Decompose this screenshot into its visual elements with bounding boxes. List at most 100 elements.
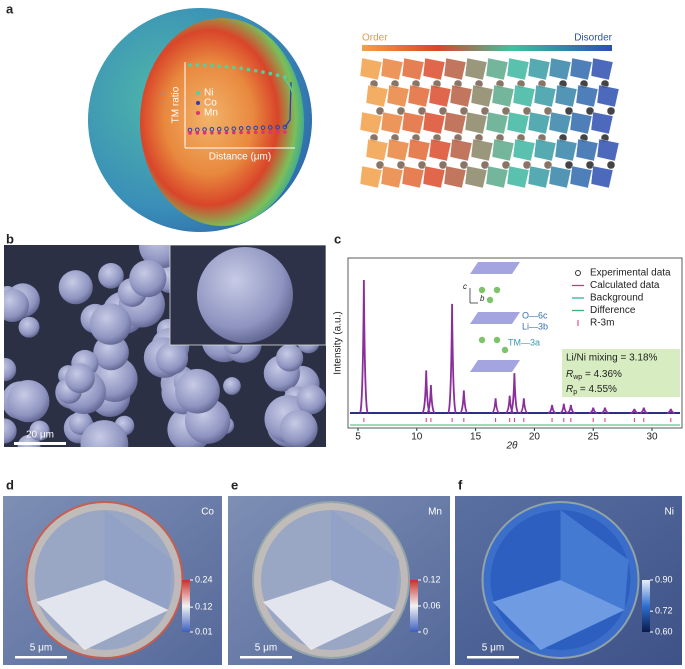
octahedron xyxy=(569,165,593,189)
octahedron xyxy=(386,138,410,162)
octahedron xyxy=(506,165,530,189)
sem-particle xyxy=(129,259,167,298)
co-curve xyxy=(284,81,292,128)
octahedron xyxy=(449,138,473,162)
sem-particle xyxy=(296,384,326,415)
atom xyxy=(459,160,469,170)
mn-marker xyxy=(188,131,192,135)
scale-bar-label: 5 μm xyxy=(255,643,277,654)
cut-face xyxy=(263,580,395,650)
inset-x-label: Distance (μm) xyxy=(209,152,271,163)
li-atom xyxy=(478,286,486,294)
axis-label: c xyxy=(463,282,467,291)
octahedron xyxy=(443,111,467,135)
octahedron xyxy=(464,111,488,135)
fit-text: Li/Ni mixing = 3.18% xyxy=(566,353,658,364)
octahedron xyxy=(380,165,404,189)
co-marker xyxy=(253,125,258,131)
ni-marker xyxy=(261,70,265,74)
co-marker xyxy=(275,124,280,130)
structure-inset: c b O—6c Li—3b TM—3a xyxy=(463,262,548,372)
mn-marker xyxy=(275,130,280,134)
cut-face xyxy=(104,510,173,610)
fit-symbol: R xyxy=(566,384,573,395)
octahedron xyxy=(590,57,614,81)
octahedron xyxy=(596,138,620,162)
mn-marker xyxy=(224,130,229,135)
x-tick-label: 15 xyxy=(470,432,482,443)
x-tick-label: 10 xyxy=(411,432,423,443)
x-tick-label: 30 xyxy=(646,432,658,443)
crystal-structure xyxy=(359,57,620,189)
scale-bar-label: 5 μm xyxy=(30,643,52,654)
octahedron xyxy=(491,84,515,108)
colorbar-tick-label: 0.12 xyxy=(195,602,213,612)
fit-text: Rp = 4.55% xyxy=(566,384,617,396)
octahedron xyxy=(380,57,404,81)
colorbar xyxy=(642,580,650,632)
octahedron xyxy=(365,84,389,108)
peak xyxy=(547,404,557,414)
octahedron xyxy=(527,165,551,189)
octahedron xyxy=(464,57,488,81)
atom xyxy=(417,160,427,170)
scale-bar-label: 5 μm xyxy=(482,643,504,654)
panel-label: e xyxy=(231,477,238,492)
y-axis-label: Intensity (a.u.) xyxy=(333,311,344,374)
cut-face xyxy=(36,580,169,650)
cut-face xyxy=(492,580,625,650)
octahedron xyxy=(512,138,536,162)
octahedron xyxy=(533,84,557,108)
panel-label: a xyxy=(6,1,14,16)
ni-marker xyxy=(283,75,287,79)
ni-marker xyxy=(239,66,243,71)
legend-label: Experimental data xyxy=(590,268,671,279)
ni-marker xyxy=(232,65,236,70)
li-atom xyxy=(501,346,509,354)
legend-label: Background xyxy=(590,293,643,304)
site-label: TM—3a xyxy=(508,337,540,347)
atom xyxy=(585,160,595,170)
co-marker xyxy=(260,125,266,130)
atom xyxy=(375,106,385,116)
sem-particle xyxy=(98,263,124,289)
octahedron xyxy=(554,84,578,108)
cut-face xyxy=(560,510,629,610)
colorbar xyxy=(410,580,418,632)
octahedron xyxy=(359,111,383,135)
sem-particle xyxy=(4,288,30,323)
octahedron xyxy=(470,84,494,108)
peak xyxy=(509,373,520,414)
fit-subscript: p xyxy=(573,389,577,396)
peak xyxy=(639,407,648,414)
octahedron xyxy=(464,165,488,189)
octahedron xyxy=(380,111,404,135)
x-tick-label: 20 xyxy=(529,432,541,443)
ni-marker xyxy=(210,63,214,68)
element-label: Mn xyxy=(428,507,442,518)
li-atom xyxy=(478,336,486,344)
inset-y-label: TM ratio xyxy=(171,86,182,123)
peak xyxy=(559,403,568,414)
ni-marker xyxy=(253,68,258,73)
element-label: Co xyxy=(201,507,214,518)
panel-label: f xyxy=(458,477,463,492)
peak xyxy=(447,303,457,414)
sem-particle xyxy=(223,377,241,395)
ni-marker xyxy=(217,64,221,68)
atom xyxy=(438,106,448,116)
sem-particle xyxy=(93,334,129,371)
octahedron xyxy=(470,138,494,162)
octahedron xyxy=(422,165,446,189)
gradient-label: Disorder xyxy=(574,33,612,44)
mn-marker xyxy=(261,130,265,135)
element-label: Ni xyxy=(665,507,674,518)
legend-marker xyxy=(575,270,581,276)
octahedron xyxy=(554,138,578,162)
fit-symbol: R xyxy=(566,369,573,380)
sem-particle xyxy=(175,368,220,414)
peak xyxy=(491,398,500,414)
octahedron xyxy=(443,57,467,81)
octahedron xyxy=(596,84,620,108)
atom xyxy=(501,106,511,116)
